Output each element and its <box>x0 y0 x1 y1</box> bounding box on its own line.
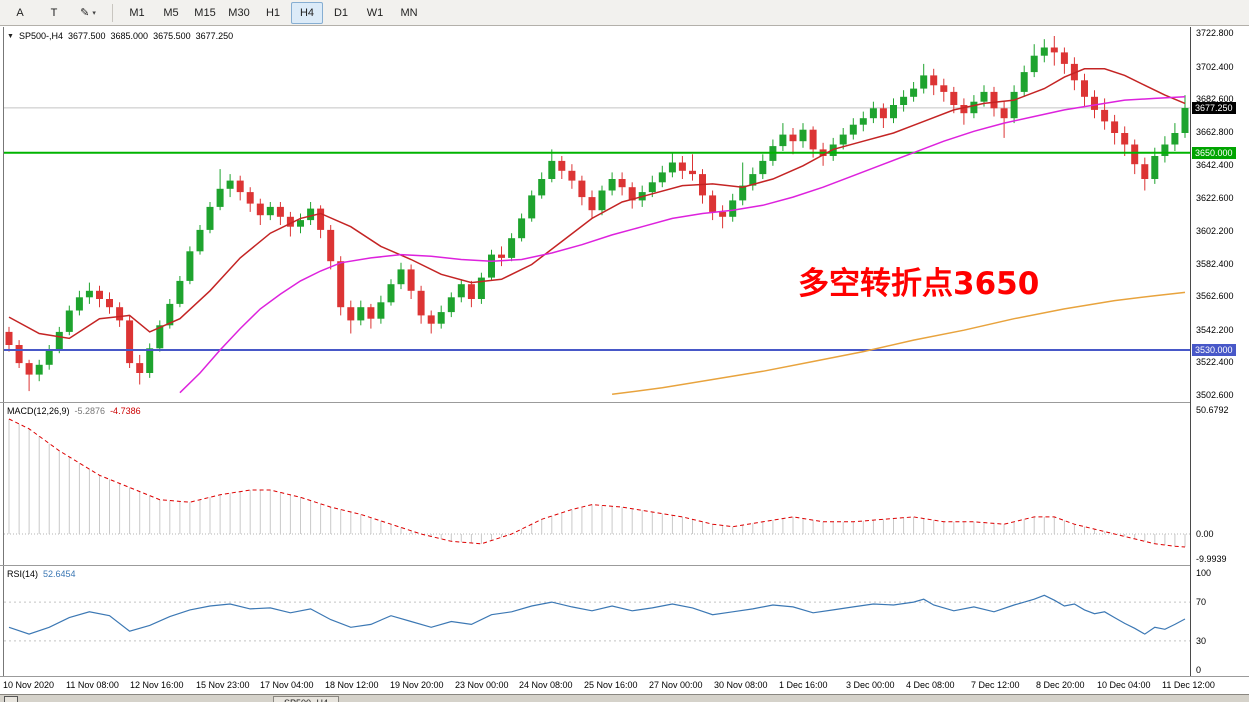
ohlc-close: 3677.250 <box>195 31 234 41</box>
time-label: 7 Dec 12:00 <box>971 680 1020 690</box>
time-label: 24 Nov 08:00 <box>519 680 573 690</box>
price-tick: 3582.400 <box>1196 258 1234 269</box>
chart-tab[interactable]: SP500-,H4 <box>273 696 340 702</box>
time-label: 27 Nov 00:00 <box>649 680 703 690</box>
time-axis-separator <box>0 676 1249 677</box>
timeframe-button-w1[interactable]: W1 <box>366 6 384 19</box>
price-tick: 3562.600 <box>1196 291 1234 302</box>
ma_orange-line <box>612 291 1186 396</box>
toolbar-left-buttons: A T ✎ ▾ <box>4 2 104 24</box>
time-label: 19 Nov 20:00 <box>390 680 444 690</box>
price-tick: 3722.800 <box>1196 28 1234 38</box>
macd-tick: 50.6792 <box>1196 405 1229 415</box>
chart-tabs-bar: SP500-,H4 <box>0 694 1249 702</box>
chart-ohlc-header: ▼ SP500-,H4 3677.500 3685.000 3675.500 3… <box>7 31 233 41</box>
time-label: 15 Nov 23:00 <box>196 680 250 690</box>
price-tick: 3502.600 <box>1196 390 1234 400</box>
candles-layer <box>5 36 1189 392</box>
time-label: 10 Dec 04:00 <box>1097 680 1151 690</box>
ohlc-high: 3685.000 <box>110 31 149 41</box>
time-label: 23 Nov 00:00 <box>455 680 509 690</box>
text-tool-button[interactable]: T <box>50 6 58 19</box>
price-tick: 3702.400 <box>1196 61 1234 72</box>
cursor-tool-button[interactable]: A <box>16 6 24 19</box>
time-axis[interactable]: 10 Nov 2020 11 Nov 08:00 12 Nov 16:00 15 No… <box>0 677 1215 694</box>
macd-canvas[interactable] <box>4 403 1190 565</box>
macd-label: MACD(12,26,9) -5.2876 -4.7386 <box>7 406 141 416</box>
chart-left-border <box>3 27 4 676</box>
time-label: 18 Nov 12:00 <box>325 680 379 690</box>
time-label: 1 Dec 16:00 <box>779 680 828 690</box>
time-label: 25 Nov 16:00 <box>584 680 638 690</box>
timeframe-button-mn[interactable]: MN <box>400 6 418 19</box>
macd-histogram <box>8 419 1186 547</box>
rsi-label: RSI(14) 52.6454 <box>7 569 76 579</box>
toolbar: A T ✎ ▾ M1 M5 M15 M30 H1 H4 D1 W1 MN <box>0 0 1249 26</box>
rsi-line <box>8 594 1186 635</box>
time-label: 8 Dec 20:00 <box>1036 680 1085 690</box>
macd-tick: 0.00 <box>1196 529 1214 539</box>
price-tick: 3642.400 <box>1196 160 1234 171</box>
chart-annotation[interactable]: 多空转折点3650 <box>798 266 1040 302</box>
rsi-tick: 0 <box>1196 665 1202 675</box>
rsi-tick: 70 <box>1196 597 1207 608</box>
draw-tool-button[interactable]: ✎ ▾ <box>80 7 96 19</box>
time-label: 3 Dec 00:00 <box>846 680 895 690</box>
macd-name: MACD(12,26,9) <box>7 406 70 416</box>
toolbar-separator <box>112 3 113 22</box>
collapse-chart-icon[interactable]: ▼ <box>7 32 14 40</box>
timeframe-button-h4[interactable]: H4 <box>291 1 323 24</box>
macd-signal-value: -4.7386 <box>110 406 141 416</box>
rsi-value: 52.6454 <box>43 569 76 579</box>
time-label: 11 Nov 08:00 <box>66 680 119 690</box>
time-label: 4 Dec 08:00 <box>906 680 955 690</box>
dropdown-caret-icon: ▾ <box>92 9 96 17</box>
time-label: 17 Nov 04:00 <box>260 680 314 690</box>
price-axis[interactable]: 3722.800 3702.400 3682.600 3662.800 3642.400… <box>1190 27 1249 676</box>
rsi-panel-separator <box>0 565 1190 566</box>
rsi-canvas[interactable] <box>4 566 1190 676</box>
macd-panel-separator <box>0 402 1190 403</box>
timeframe-button-m5[interactable]: M5 <box>163 6 179 19</box>
macd-tick: -9.9939 <box>1196 553 1227 564</box>
chart-tabs: SP500-,H4 <box>18 695 340 702</box>
macd-value: -5.2876 <box>74 406 106 416</box>
price-tick: 3622.600 <box>1196 192 1234 203</box>
price-tick: 3682.600 <box>1196 94 1234 105</box>
ohlc-open: 3677.500 <box>67 31 106 41</box>
time-label: 12 Nov 16:00 <box>130 680 184 690</box>
rsi-name: RSI(14) <box>7 569 39 579</box>
ohlc-low: 3675.500 <box>153 31 191 41</box>
price-tick: 3522.400 <box>1196 357 1234 368</box>
rsi-tick: 100 <box>1196 568 1212 578</box>
chart-symbol-period: SP500-,H4 <box>18 31 63 41</box>
time-label: 10 Nov 2020 <box>3 680 55 690</box>
price-tag-current: 3677.250 <box>1192 101 1236 114</box>
timeframe-button-m30[interactable]: M30 <box>228 6 250 19</box>
timeframe-button-m15[interactable]: M15 <box>194 6 216 19</box>
rsi-tick: 30 <box>1196 635 1207 646</box>
window-icon <box>4 696 18 702</box>
ma_red-line <box>8 68 1186 340</box>
timeframe-buttons: M1 M5 M15 M30 H1 H4 D1 W1 MN <box>121 1 425 24</box>
price-tick: 3602.200 <box>1196 226 1234 237</box>
timeframe-button-d1[interactable]: D1 <box>333 6 349 19</box>
timeframe-button-m1[interactable]: M1 <box>129 6 145 19</box>
macd-signal-line <box>8 418 1186 548</box>
price-tag-3530: 3530.000 <box>1192 344 1236 356</box>
time-label: 11 Dec 12:00 <box>1162 680 1215 690</box>
timeframe-button-h1[interactable]: H1 <box>265 6 281 19</box>
main-chart-canvas[interactable] <box>4 27 1190 402</box>
price-tag-3650: 3650.000 <box>1192 146 1236 159</box>
price-tick: 3542.200 <box>1196 324 1234 335</box>
ma_magenta-line <box>179 96 1186 394</box>
time-label: 30 Nov 08:00 <box>714 680 768 690</box>
price-tick: 3662.800 <box>1196 126 1234 137</box>
